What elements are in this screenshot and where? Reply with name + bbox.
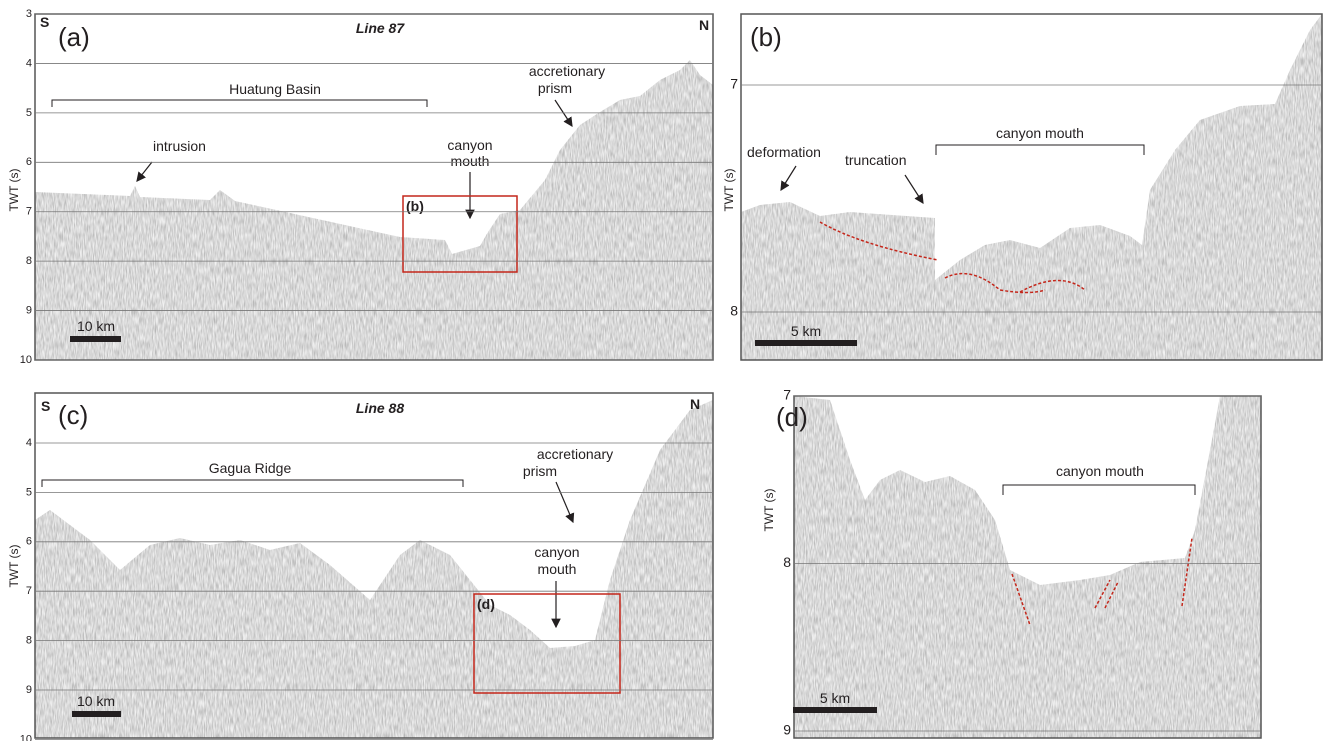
figure: S (a) Line 87 N TWT (s) Huatung Basin in…	[0, 0, 1325, 741]
annotation: prism	[538, 80, 572, 96]
seismic-profile	[794, 396, 1261, 738]
direction-label: S	[40, 14, 49, 30]
arrow	[781, 166, 796, 190]
y-tick-label: 10	[20, 354, 32, 366]
axis-label: TWT (s)	[7, 168, 21, 211]
annotation: canyon	[447, 137, 492, 153]
y-tick-label: 6	[26, 156, 32, 168]
annotation: accretionary	[529, 63, 605, 79]
y-tick-label: 8	[26, 635, 32, 647]
annotation: truncation	[845, 152, 906, 168]
arrow	[137, 162, 152, 181]
scale-bar	[72, 711, 121, 717]
scale-label: 10 km	[77, 318, 115, 334]
scale-bar	[793, 707, 877, 713]
y-tick-label: 9	[26, 304, 32, 316]
y-tick-label: 9	[783, 722, 791, 738]
scale-label: 10 km	[77, 693, 115, 709]
annotation: deformation	[747, 144, 821, 160]
region-label: Gagua Ridge	[209, 460, 292, 476]
region-label: canyon mouth	[996, 125, 1084, 141]
axis-label: TWT (s)	[722, 168, 736, 211]
panel-c: S (c) Line 88 N TWT (s) Gagua Ridge accr…	[7, 393, 713, 741]
panel-label: (c)	[58, 400, 88, 430]
y-tick-label: 7	[783, 387, 791, 403]
y-tick-label: 7	[26, 206, 32, 218]
annotation: mouth	[451, 153, 490, 169]
y-tick-label: 9	[26, 684, 32, 696]
bracket	[1003, 485, 1195, 495]
y-tick-label: 10	[20, 733, 32, 741]
panel-title: Line 88	[356, 400, 404, 416]
panel-b: (b) TWT (s) canyon mouth deformation tru…	[722, 14, 1322, 360]
y-tick-label: 8	[783, 554, 791, 570]
bracket	[936, 145, 1144, 155]
annotation: accretionary	[537, 446, 613, 462]
direction-label: N	[699, 17, 709, 33]
y-tick-label: 5	[26, 486, 32, 498]
bracket	[42, 480, 463, 487]
seismic-profile	[741, 14, 1322, 360]
direction-label: N	[690, 396, 700, 412]
panel-d: (d) TWT (s) canyon mouth 5 km 7 8 9	[762, 387, 1261, 738]
y-tick-label: 5	[26, 107, 32, 119]
axis-label: TWT (s)	[7, 544, 21, 587]
panel-label: (d)	[776, 402, 808, 432]
bracket	[52, 100, 427, 107]
arrow	[556, 482, 573, 522]
panel-title: Line 87	[356, 20, 405, 36]
box-label: (d)	[477, 596, 495, 612]
y-tick-label: 8	[730, 303, 738, 319]
y-tick-label: 4	[26, 437, 32, 449]
annotation: prism	[523, 463, 557, 479]
annotation: mouth	[538, 561, 577, 577]
panel-label: (a)	[58, 22, 90, 52]
y-tick-label: 6	[26, 536, 32, 548]
region-label: canyon mouth	[1056, 463, 1144, 479]
scale-bar	[70, 336, 121, 342]
y-tick-label: 4	[26, 57, 32, 69]
y-tick-label: 8	[26, 255, 32, 267]
panel-label: (b)	[750, 22, 782, 52]
axis-label: TWT (s)	[762, 488, 776, 531]
panel-a: S (a) Line 87 N TWT (s) Huatung Basin in…	[7, 8, 713, 366]
direction-label: S	[41, 398, 50, 414]
arrow	[905, 175, 923, 203]
annotation: intrusion	[153, 138, 206, 154]
seismic-profile	[35, 60, 713, 360]
annotation: canyon	[534, 544, 579, 560]
scale-bar	[755, 340, 857, 346]
region-label: Huatung Basin	[229, 81, 321, 97]
y-tick-label: 7	[26, 585, 32, 597]
y-tick-label: 3	[26, 8, 32, 20]
scale-label: 5 km	[791, 323, 821, 339]
scale-label: 5 km	[820, 690, 850, 706]
y-tick-label: 7	[730, 76, 738, 92]
